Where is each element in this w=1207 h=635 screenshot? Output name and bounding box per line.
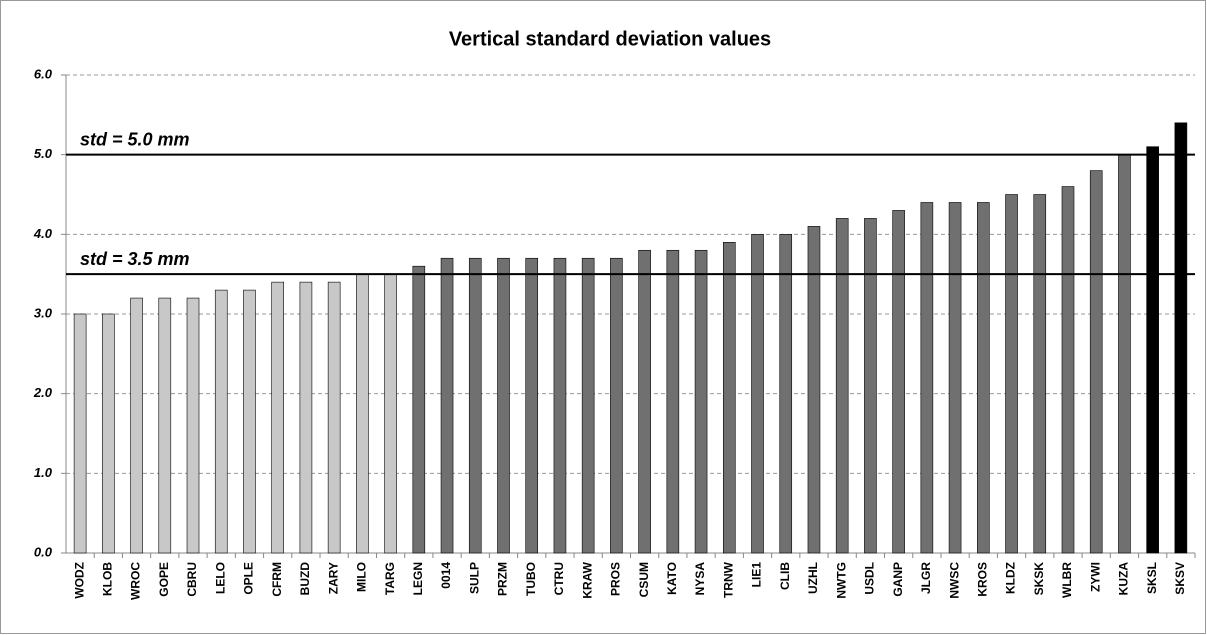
bar	[864, 218, 877, 554]
x-tick-label: OPLE	[242, 562, 256, 595]
x-tick-label: CTRU	[552, 562, 566, 595]
bar	[1174, 122, 1188, 554]
bar	[920, 202, 934, 554]
bar	[751, 234, 764, 554]
x-tick-label: KLDZ	[1004, 562, 1018, 594]
x-tick-label: TARG	[383, 562, 397, 595]
bar	[468, 257, 482, 554]
bar	[581, 257, 595, 554]
x-tick-label: SKSL	[1145, 562, 1159, 594]
x-tick-label: KRAW	[580, 561, 594, 598]
x-tick-label: BUZD	[298, 562, 312, 596]
x-tick-label: NYSA	[693, 562, 707, 596]
bar	[638, 249, 651, 554]
bar	[214, 289, 228, 554]
bar	[440, 257, 454, 554]
x-tick-label: SKSK	[1032, 562, 1046, 596]
y-tick-label: 0.0	[34, 544, 53, 559]
x-tick-label: KLOB	[101, 562, 115, 596]
bar	[779, 234, 793, 554]
x-tick-label: 0014	[439, 562, 453, 589]
x-tick-label: WLBR	[1060, 562, 1074, 598]
x-tick-label: TRNW	[721, 561, 735, 598]
bar	[1061, 186, 1075, 554]
x-tick-label: GANP	[891, 562, 905, 597]
bar	[1005, 194, 1018, 554]
x-tick-label: CBRU	[185, 562, 199, 597]
x-tick-label: TUBO	[524, 562, 538, 596]
bar	[243, 289, 256, 554]
x-tick-label: LIE1	[750, 562, 764, 588]
bar	[948, 202, 962, 554]
x-tick-label: SULP	[467, 562, 481, 594]
x-tick-label: MILO	[355, 562, 369, 592]
x-tick-label: JLGR	[919, 562, 933, 594]
bar	[666, 249, 680, 554]
bar	[722, 242, 736, 554]
x-tick-label: SKSV	[1173, 562, 1187, 595]
x-tick-label: LEGN	[411, 562, 425, 595]
x-tick-label: PROS	[609, 562, 623, 596]
x-tick-label: ZARY	[326, 562, 340, 594]
bar	[977, 202, 990, 554]
bar	[1118, 154, 1131, 554]
bar	[327, 281, 341, 554]
x-tick-label: GOPE	[157, 562, 171, 597]
bar	[384, 273, 397, 554]
bar	[356, 273, 369, 554]
bar	[271, 281, 284, 554]
x-tick-label: NWSC	[947, 562, 961, 599]
y-tick-label: 2.0	[33, 385, 53, 400]
bar	[835, 218, 849, 554]
x-tick-label: NWTG	[834, 562, 848, 599]
x-tick-label: ZYWI	[1088, 562, 1102, 592]
x-tick-label: USDL	[863, 562, 877, 595]
x-tick-label: UZHL	[806, 562, 820, 594]
bar	[186, 297, 200, 554]
bar	[892, 210, 905, 554]
bar	[412, 265, 426, 554]
bar	[299, 281, 313, 554]
bar	[73, 313, 87, 554]
chart-title: Vertical standard deviation values	[449, 28, 771, 50]
bar	[1033, 194, 1047, 554]
reference-label: std = 5.0 mm	[80, 129, 190, 149]
y-tick-label: 3.0	[34, 305, 53, 320]
reference-label: std = 3.5 mm	[80, 249, 190, 269]
bar	[807, 226, 821, 554]
y-tick-label: 1.0	[34, 465, 53, 480]
bar	[130, 297, 143, 554]
bar	[525, 257, 539, 554]
bar	[694, 249, 708, 554]
bar	[1146, 146, 1159, 554]
x-tick-label: PRZM	[496, 562, 510, 596]
x-tick-label: CFRM	[270, 562, 284, 597]
x-tick-label: KROS	[975, 562, 989, 597]
y-tick-label: 5.0	[34, 146, 53, 161]
x-tick-label: KATO	[665, 562, 679, 595]
bar	[1089, 170, 1103, 554]
x-tick-label: LELO	[213, 562, 227, 594]
x-tick-label: KUZA	[1117, 562, 1131, 596]
x-tick-label: CSUM	[637, 562, 651, 597]
y-tick-label: 4.0	[33, 226, 53, 241]
x-tick-label: WODZ	[72, 562, 86, 599]
bar	[158, 297, 172, 554]
x-tick-label: WROC	[129, 562, 143, 600]
x-tick-label: CLIB	[778, 562, 792, 590]
bar	[497, 257, 510, 554]
y-tick-label: 6.0	[34, 66, 53, 81]
bar	[102, 313, 115, 554]
bar	[553, 257, 567, 554]
bar	[610, 257, 623, 554]
